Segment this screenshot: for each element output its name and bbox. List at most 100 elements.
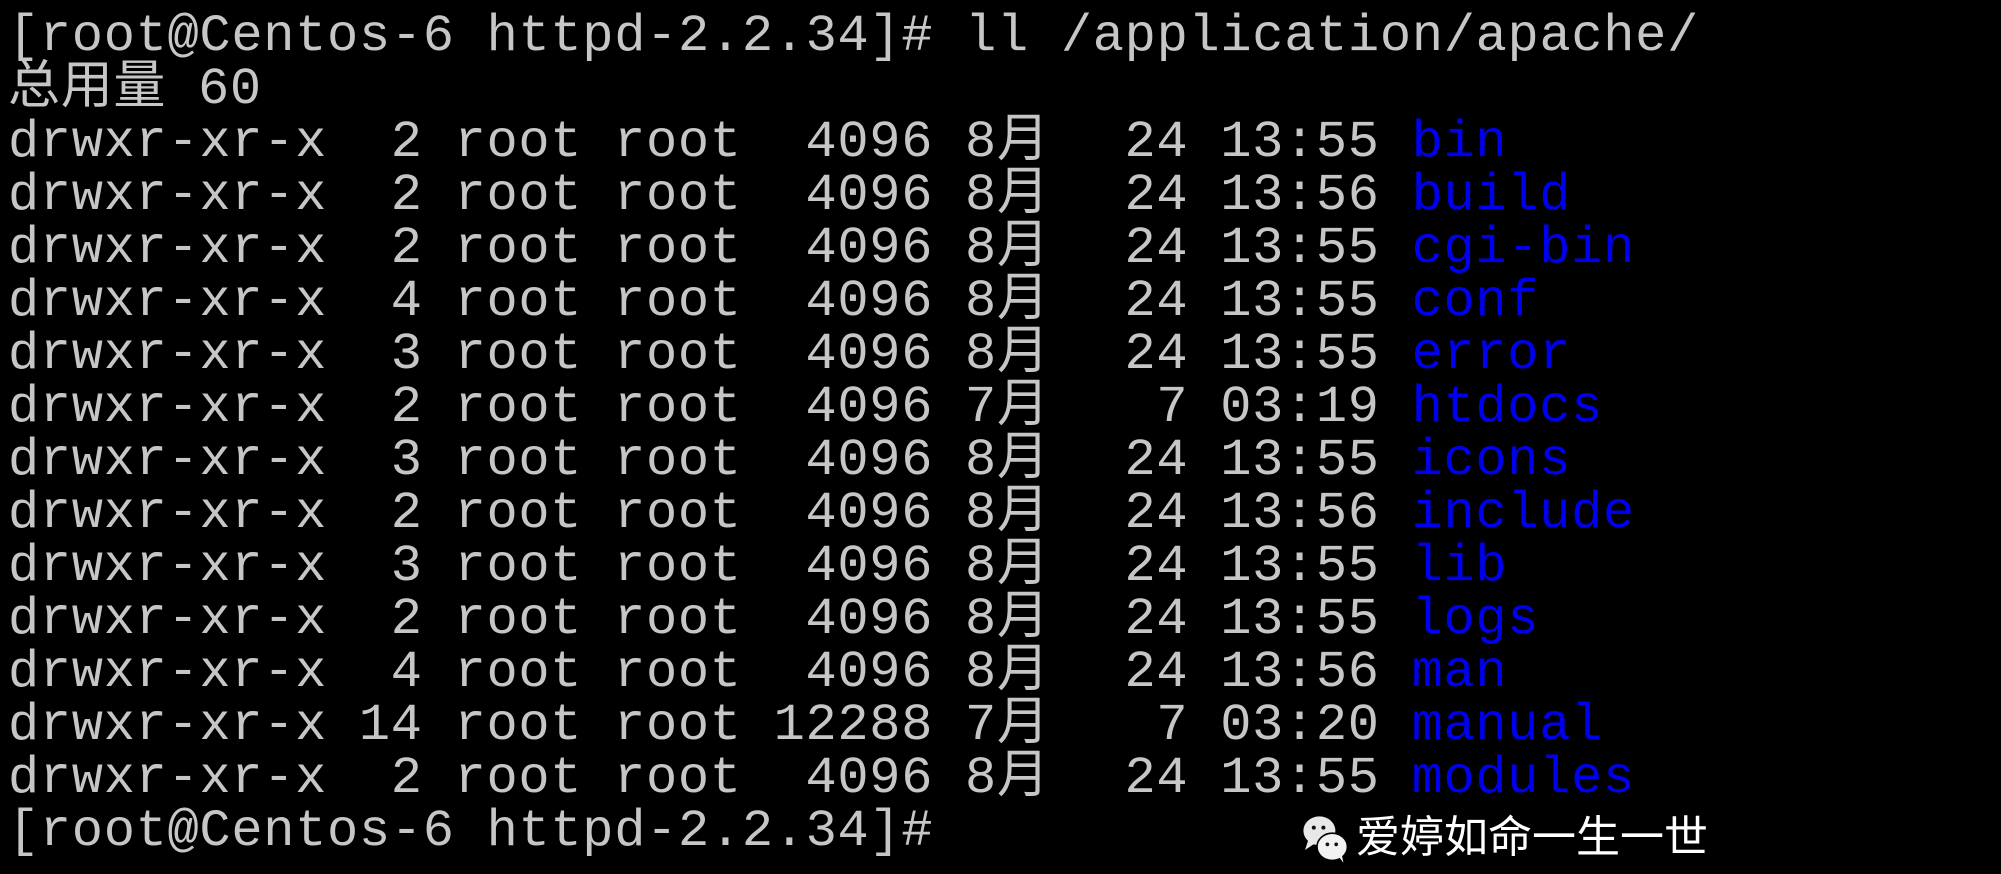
- month: 8月: [965, 431, 1050, 490]
- time: 13:55: [1220, 272, 1380, 331]
- directory-name: conf: [1411, 272, 1540, 331]
- wechat-icon: [1303, 816, 1349, 863]
- group: root: [614, 219, 742, 278]
- file-size: 4096: [805, 378, 934, 437]
- day: 24: [1124, 272, 1189, 331]
- day: 24: [1124, 537, 1189, 596]
- group: root: [614, 537, 742, 596]
- file-size: 4096: [805, 537, 934, 596]
- link-count: 3: [390, 537, 423, 596]
- group: root: [614, 696, 742, 755]
- time: 13:55: [1220, 431, 1380, 490]
- permissions: drwxr-xr-x: [8, 219, 328, 278]
- link-count: 14: [358, 696, 423, 755]
- day: 7: [1156, 696, 1189, 755]
- owner: root: [454, 378, 583, 437]
- owner: root: [454, 219, 583, 278]
- time: 13:55: [1220, 325, 1380, 384]
- month: 8月: [965, 325, 1050, 384]
- listing-row: drwxr-xr-x 2 root root 4096 8月 24 13:55 modules: [0, 752, 2001, 805]
- month: 8月: [965, 113, 1050, 172]
- month: 7月: [965, 696, 1050, 755]
- group: root: [614, 325, 742, 384]
- link-count: 2: [390, 113, 423, 172]
- time: 03:20: [1220, 696, 1380, 755]
- directory-name: manual: [1411, 696, 1604, 755]
- day: 24: [1124, 166, 1189, 225]
- month: 8月: [965, 272, 1050, 331]
- permissions: drwxr-xr-x: [8, 643, 328, 702]
- time: 13:55: [1220, 113, 1380, 172]
- permissions: drwxr-xr-x: [8, 272, 328, 331]
- owner: root: [454, 749, 583, 808]
- day: 24: [1124, 431, 1189, 490]
- permissions: drwxr-xr-x: [8, 378, 328, 437]
- time: 13:55: [1220, 537, 1380, 596]
- permissions: drwxr-xr-x: [8, 590, 328, 649]
- permissions: drwxr-xr-x: [8, 537, 328, 596]
- group: root: [614, 484, 742, 543]
- permissions: drwxr-xr-x: [8, 325, 328, 384]
- directory-name: htdocs: [1411, 378, 1604, 437]
- file-size: 12288: [773, 696, 934, 755]
- day: 24: [1124, 325, 1189, 384]
- listing-row: drwxr-xr-x 3 root root 4096 8月 24 13:55 lib: [0, 540, 2001, 593]
- directory-name: bin: [1411, 113, 1508, 172]
- shell-prompt: [root@Centos-6 httpd-2.2.34]#: [8, 802, 934, 861]
- total-line: 总用量 60: [0, 63, 2001, 116]
- file-size: 4096: [805, 219, 934, 278]
- permissions: drwxr-xr-x: [8, 749, 328, 808]
- link-count: 4: [390, 643, 423, 702]
- directory-name: error: [1411, 325, 1572, 384]
- file-size: 4096: [805, 113, 934, 172]
- month: 8月: [965, 590, 1050, 649]
- owner: root: [454, 431, 583, 490]
- group: root: [614, 378, 742, 437]
- owner: root: [454, 484, 583, 543]
- day: 24: [1124, 643, 1189, 702]
- file-size: 4096: [805, 590, 934, 649]
- watermark-text: 爱婷如命一生一世: [1356, 812, 1708, 863]
- owner: root: [454, 166, 583, 225]
- time: 13:55: [1220, 749, 1380, 808]
- file-size: 4096: [805, 431, 934, 490]
- directory-name: man: [1411, 643, 1508, 702]
- month: 7月: [965, 378, 1050, 437]
- directory-name: lib: [1411, 537, 1508, 596]
- permissions: drwxr-xr-x: [8, 431, 328, 490]
- owner: root: [454, 325, 583, 384]
- listing-row: drwxr-xr-x 2 root root 4096 8月 24 13:55 bin: [0, 116, 2001, 169]
- month: 8月: [965, 219, 1050, 278]
- link-count: 2: [390, 219, 423, 278]
- day: 24: [1124, 219, 1189, 278]
- listing-row: drwxr-xr-x 2 root root 4096 7月 7 03:19 htdocs: [0, 381, 2001, 434]
- permissions: drwxr-xr-x: [8, 696, 328, 755]
- permissions: drwxr-xr-x: [8, 113, 328, 172]
- time: 13:56: [1220, 643, 1380, 702]
- owner: root: [454, 113, 583, 172]
- time: 13:56: [1220, 166, 1380, 225]
- link-count: 2: [390, 484, 423, 543]
- prompt-line: [root@Centos-6 httpd-2.2.34]#: [0, 805, 2001, 858]
- directory-name: cgi-bin: [1411, 219, 1635, 278]
- file-size: 4096: [805, 643, 934, 702]
- day: 24: [1124, 749, 1189, 808]
- permissions: drwxr-xr-x: [8, 484, 328, 543]
- link-count: 2: [390, 166, 423, 225]
- prompt-command: [root@Centos-6 httpd-2.2.34]# ll /applic…: [8, 7, 1699, 66]
- listing-row: drwxr-xr-x 2 root root 4096 8月 24 13:55 cgi-bin: [0, 222, 2001, 275]
- listing-row: drwxr-xr-x 3 root root 4096 8月 24 13:55 error: [0, 328, 2001, 381]
- owner: root: [454, 537, 583, 596]
- month: 8月: [965, 484, 1050, 543]
- link-count: 2: [390, 749, 423, 808]
- day: 7: [1156, 378, 1189, 437]
- directory-name: icons: [1411, 431, 1572, 490]
- link-count: 4: [390, 272, 423, 331]
- owner: root: [454, 272, 583, 331]
- group: root: [614, 590, 742, 649]
- day: 24: [1124, 484, 1189, 543]
- file-size: 4096: [805, 272, 934, 331]
- command-line: [root@Centos-6 httpd-2.2.34]# ll /applic…: [0, 10, 2001, 63]
- group: root: [614, 749, 742, 808]
